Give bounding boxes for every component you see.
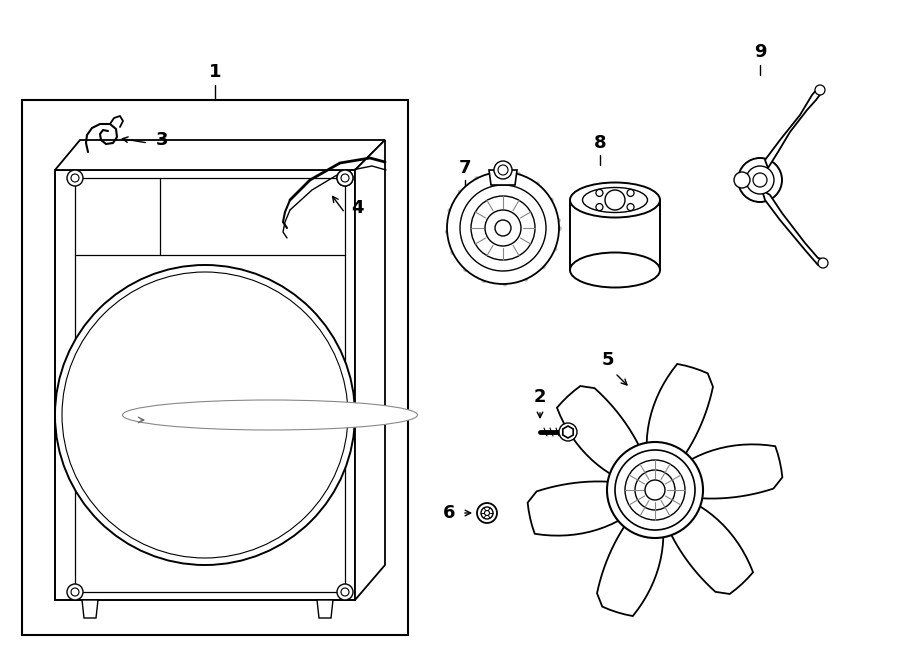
Ellipse shape [570, 182, 660, 217]
Text: 3: 3 [156, 131, 168, 149]
Polygon shape [765, 88, 822, 168]
Circle shape [460, 185, 546, 271]
Polygon shape [597, 527, 663, 616]
Circle shape [484, 510, 490, 516]
Circle shape [337, 170, 353, 186]
Circle shape [67, 170, 83, 186]
Circle shape [625, 460, 685, 520]
Circle shape [738, 158, 782, 202]
Text: 4: 4 [351, 199, 364, 217]
Text: 5: 5 [602, 351, 614, 369]
Text: 7: 7 [459, 159, 472, 177]
Circle shape [596, 204, 603, 211]
Circle shape [645, 480, 665, 500]
Polygon shape [489, 170, 517, 185]
Ellipse shape [570, 253, 660, 288]
Circle shape [485, 210, 521, 246]
Circle shape [341, 174, 349, 182]
Polygon shape [562, 426, 573, 438]
Circle shape [615, 450, 695, 530]
Ellipse shape [582, 188, 647, 212]
Circle shape [67, 584, 83, 600]
Circle shape [494, 161, 512, 179]
Circle shape [627, 204, 634, 211]
Polygon shape [692, 444, 782, 498]
Polygon shape [557, 386, 639, 473]
Ellipse shape [122, 400, 418, 430]
Circle shape [71, 588, 79, 596]
Circle shape [495, 220, 511, 236]
Circle shape [471, 196, 535, 260]
Polygon shape [647, 364, 713, 453]
Text: 9: 9 [754, 43, 766, 61]
Circle shape [341, 588, 349, 596]
Text: 2: 2 [534, 388, 546, 406]
Polygon shape [55, 140, 385, 170]
Polygon shape [762, 190, 826, 265]
Circle shape [818, 258, 828, 268]
Text: 6: 6 [443, 504, 455, 522]
Circle shape [55, 265, 355, 565]
Polygon shape [317, 600, 333, 618]
Polygon shape [55, 170, 355, 600]
Circle shape [559, 423, 577, 441]
Circle shape [477, 503, 497, 523]
Circle shape [71, 174, 79, 182]
Text: 1: 1 [209, 63, 221, 81]
Polygon shape [82, 600, 98, 618]
Circle shape [596, 190, 603, 196]
Circle shape [635, 470, 675, 510]
Polygon shape [22, 100, 408, 635]
Circle shape [337, 584, 353, 600]
Text: 8: 8 [594, 134, 607, 152]
Circle shape [734, 172, 750, 188]
Circle shape [627, 190, 634, 196]
Circle shape [753, 173, 767, 187]
Circle shape [337, 170, 353, 186]
Circle shape [447, 172, 559, 284]
Circle shape [605, 190, 625, 210]
Circle shape [62, 272, 348, 558]
Circle shape [498, 165, 508, 175]
Polygon shape [671, 506, 753, 594]
Circle shape [746, 166, 774, 194]
Polygon shape [355, 140, 385, 600]
Circle shape [607, 442, 703, 538]
Circle shape [481, 507, 493, 519]
Circle shape [815, 85, 825, 95]
Polygon shape [527, 481, 618, 535]
